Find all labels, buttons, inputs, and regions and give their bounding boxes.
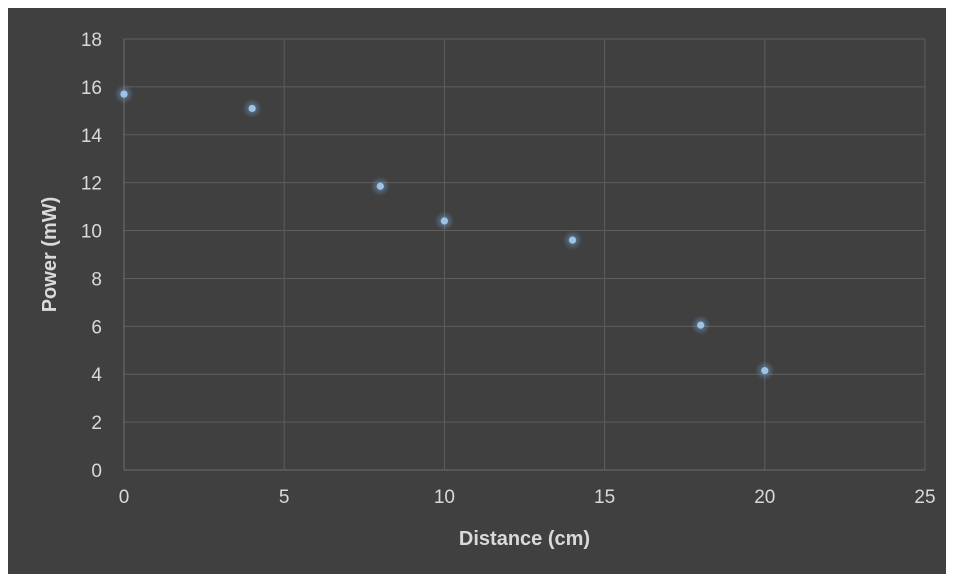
x-tick-label: 15 [594,487,615,508]
chart-area: 0 2 4 6 8 10 12 14 16 18 0 5 10 15 20 25 Distance (cm) … [8,8,946,574]
data-point [370,176,391,197]
data-point-marker [697,321,705,329]
x-tick-label: 10 [434,487,455,508]
y-tick-label: 14 [81,126,103,147]
y-tick-label: 2 [91,413,102,434]
x-tick-label: 0 [119,487,130,508]
x-tick-label: 5 [279,487,290,508]
data-point-marker [440,217,448,225]
data-point [434,210,455,231]
gridlines [123,38,926,471]
y-tick-label: 6 [91,317,102,338]
data-points [114,84,775,381]
y-tick-label: 8 [91,269,102,290]
data-point [114,84,134,105]
data-point-marker [568,236,577,244]
y-axis-title: Power (mW) [39,197,61,313]
x-axis-title: Distance (cm) [459,528,590,550]
data-point [242,98,263,119]
y-tick-label: 4 [91,365,102,386]
y-tick-label: 12 [81,174,102,195]
data-point [562,230,583,251]
x-tick-label: 25 [914,487,935,508]
data-point-marker [761,367,769,375]
y-tick-label: 0 [91,461,102,482]
y-tick-label: 10 [81,222,102,243]
data-point-marker [376,182,384,190]
y-tick-label: 16 [81,78,102,99]
x-tick-label: 20 [754,487,775,508]
data-point [690,315,711,336]
data-point [754,360,775,381]
data-point-marker [248,104,256,113]
y-tick-label: 18 [81,30,102,51]
tick-labels: 0 2 4 6 8 10 12 14 16 18 0 5 10 15 20 25 [81,30,936,508]
data-point-marker [120,90,128,98]
